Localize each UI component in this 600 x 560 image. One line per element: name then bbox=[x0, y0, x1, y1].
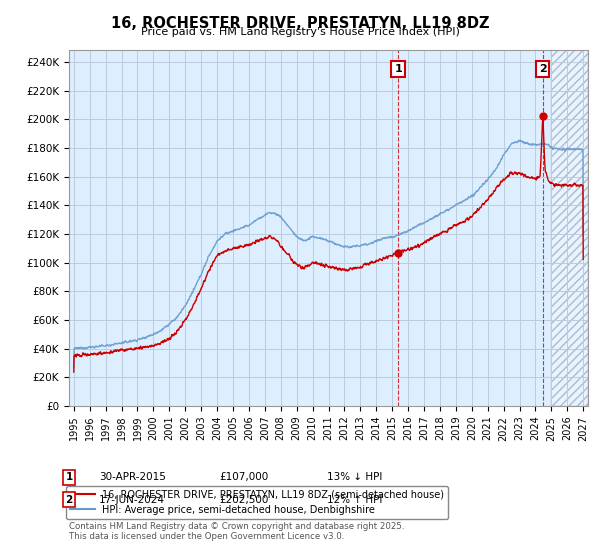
Bar bbox=[551, 50, 588, 406]
Text: £202,500: £202,500 bbox=[219, 494, 268, 505]
Text: 30-APR-2015: 30-APR-2015 bbox=[99, 472, 166, 482]
Bar bbox=[551, 50, 588, 406]
Text: 2: 2 bbox=[539, 64, 547, 74]
Text: 12% ↑ HPI: 12% ↑ HPI bbox=[327, 494, 382, 505]
Text: 13% ↓ HPI: 13% ↓ HPI bbox=[327, 472, 382, 482]
Text: 2: 2 bbox=[65, 494, 73, 505]
Text: Price paid vs. HM Land Registry's House Price Index (HPI): Price paid vs. HM Land Registry's House … bbox=[140, 27, 460, 37]
Text: £107,000: £107,000 bbox=[219, 472, 268, 482]
Legend: 16, ROCHESTER DRIVE, PRESTATYN, LL19 8DZ (semi-detached house), HPI: Average pri: 16, ROCHESTER DRIVE, PRESTATYN, LL19 8DZ… bbox=[67, 486, 448, 519]
Text: 16, ROCHESTER DRIVE, PRESTATYN, LL19 8DZ: 16, ROCHESTER DRIVE, PRESTATYN, LL19 8DZ bbox=[111, 16, 489, 31]
Text: 1: 1 bbox=[394, 64, 402, 74]
Text: 1: 1 bbox=[65, 472, 73, 482]
Text: Contains HM Land Registry data © Crown copyright and database right 2025.
This d: Contains HM Land Registry data © Crown c… bbox=[69, 522, 404, 542]
Text: 17-JUN-2024: 17-JUN-2024 bbox=[99, 494, 165, 505]
